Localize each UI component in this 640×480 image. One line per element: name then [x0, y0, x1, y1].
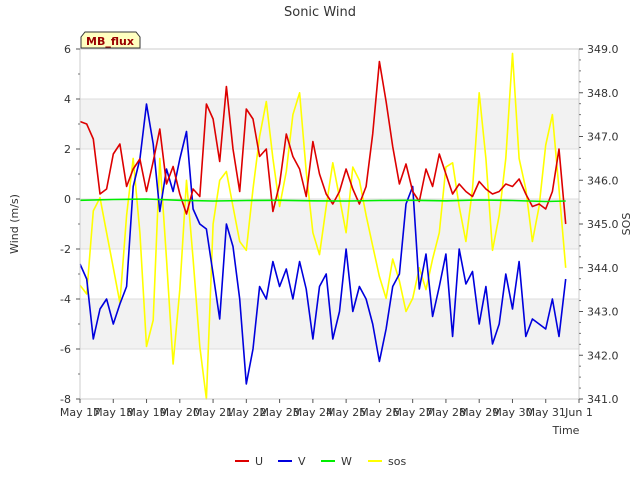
series-line-u: [79, 60, 567, 225]
left-tick-label: -2: [60, 243, 71, 256]
right-tick-label: 342.0: [587, 349, 619, 362]
x-tick-label: May 17: [60, 406, 100, 419]
right-tick-label: 344.0: [587, 262, 619, 275]
left-tick-label: 6: [64, 43, 71, 56]
series-line-v: [79, 103, 567, 385]
site-badge: MB_flux: [80, 31, 141, 49]
x-tick-label: May 22: [226, 406, 266, 419]
left-tick-label: 2: [64, 143, 71, 156]
legend-label-w: W: [341, 455, 352, 468]
x-tick-label: May 24: [293, 406, 333, 419]
x-tick-label: Jun 1: [564, 406, 593, 419]
x-tick-label: May 21: [193, 406, 233, 419]
right-tick-label: 347.0: [587, 131, 619, 144]
right-tick-label: 349.0: [587, 43, 619, 56]
grid-band: [80, 249, 579, 299]
right-tick-label: 343.0: [587, 306, 619, 319]
series-line-sos: [79, 52, 567, 400]
x-tick-label: May 20: [160, 406, 200, 419]
grid-band: [80, 349, 579, 399]
x-tick-label: May 25: [326, 406, 366, 419]
right-tick-label: 346.0: [587, 174, 619, 187]
series-line-w: [79, 198, 566, 203]
right-tick-label: 341.0: [587, 393, 619, 406]
x-tick-label: May 27: [393, 406, 433, 419]
x-tick-label: May 26: [359, 406, 399, 419]
left-tick-label: -4: [60, 293, 71, 306]
grid-band: [80, 199, 579, 249]
legend-label-sos: sos: [388, 455, 406, 468]
x-tick-label: May 19: [126, 406, 166, 419]
right-axis-label: SOS: [620, 213, 633, 236]
left-axis-label: Wind (m/s): [8, 194, 21, 254]
series-lines: [79, 52, 567, 400]
x-axis-label: Time: [552, 424, 580, 437]
left-tick-label: 0: [64, 193, 71, 206]
left-tick-label: -8: [60, 393, 71, 406]
legend-label-v: V: [298, 455, 306, 468]
right-axis-ticks: 349.0 348.0 347.0 346.0 345.0 344.0 343.0 342.0…: [579, 43, 619, 406]
left-tick-label: -6: [60, 343, 71, 356]
right-tick-label: 348.0: [587, 87, 619, 100]
legend-label-u: U: [255, 455, 263, 468]
x-tick-label: May 29: [459, 406, 499, 419]
left-axis-ticks: 6 4 2 0 -2 -4 -6 -8: [60, 43, 80, 406]
x-tick-label: May 28: [426, 406, 466, 419]
grid-band: [80, 99, 579, 149]
site-badge-label: MB_flux: [86, 35, 134, 48]
x-tick-label: May 31: [526, 406, 566, 419]
left-tick-label: 4: [64, 93, 71, 106]
x-tick-label: May 23: [259, 406, 299, 419]
grid-bands: [80, 48, 579, 400]
right-tick-label: 345.0: [587, 218, 619, 231]
site-badge-shape: [80, 31, 141, 49]
grid-band: [80, 49, 579, 99]
x-tick-label: May 18: [93, 406, 133, 419]
chart-title: Sonic Wind: [284, 5, 356, 20]
x-tick-label: May 30: [492, 406, 532, 419]
